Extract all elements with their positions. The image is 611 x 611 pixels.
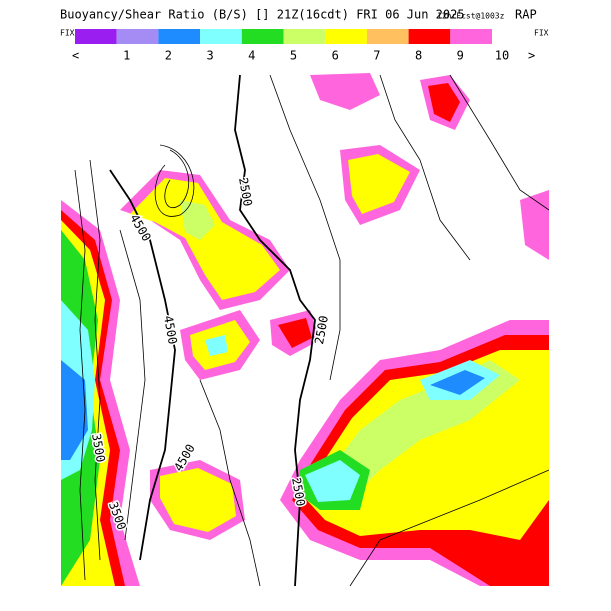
model-label: RAP <box>515 8 537 22</box>
contour-label: 2500 <box>289 476 308 507</box>
title: Buoyancy/Shear Ratio (B/S) [] 21Z(16cdt)… <box>60 8 465 22</box>
legend-swatch <box>241 29 284 44</box>
legend-swatch <box>158 29 201 44</box>
contour-label: 2500 <box>312 314 331 345</box>
legend-level: 7 <box>373 49 380 63</box>
forecast-label: 12hrFcst@1003z <box>437 12 505 21</box>
legend-level: 1 <box>123 49 130 63</box>
legend-swatch <box>366 29 409 44</box>
legend-level: 5 <box>290 49 297 63</box>
legend-level: 10 <box>495 49 509 63</box>
legend-greater: > <box>528 49 535 63</box>
legend-level: 8 <box>415 49 422 63</box>
legend-swatch <box>116 29 159 44</box>
legend-level: 6 <box>332 49 339 63</box>
legend-level: 9 <box>457 49 464 63</box>
legend-fix-right: FIX <box>534 29 549 38</box>
color-legend: 1 2 3 4 5 6 7 8 9 10 <box>75 29 509 63</box>
legend-level: 3 <box>206 49 213 63</box>
legend-less: < <box>72 49 79 63</box>
shaded-fields <box>61 73 549 586</box>
contour-label: 4500 <box>161 314 180 345</box>
legend-swatch <box>75 29 117 44</box>
legend-fix-left: FIX <box>60 29 75 38</box>
legend-level: 4 <box>248 49 255 63</box>
contours <box>74 74 550 587</box>
contour-label: 2500 <box>236 176 255 207</box>
legend-swatch <box>450 29 492 44</box>
legend-level: 2 <box>165 49 172 63</box>
legend-swatch <box>408 29 451 44</box>
legend-swatch <box>325 29 367 44</box>
contour-label: 3500 <box>89 432 108 463</box>
legend-swatch <box>200 29 242 44</box>
legend-swatch <box>283 29 326 44</box>
